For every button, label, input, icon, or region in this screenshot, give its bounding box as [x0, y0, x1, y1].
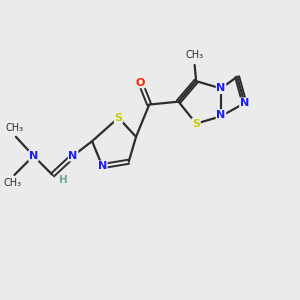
Text: N: N: [98, 161, 107, 171]
Text: N: N: [29, 151, 38, 161]
Text: CH₃: CH₃: [186, 50, 204, 60]
Text: H: H: [59, 175, 68, 185]
Text: N: N: [240, 98, 249, 108]
Text: CH₃: CH₃: [4, 178, 22, 188]
Text: N: N: [216, 83, 226, 94]
Text: N: N: [68, 151, 78, 161]
Text: S: S: [115, 113, 122, 123]
Text: N: N: [216, 110, 226, 120]
Text: O: O: [136, 78, 145, 88]
Text: CH₃: CH₃: [5, 123, 23, 133]
Text: S: S: [192, 118, 200, 129]
